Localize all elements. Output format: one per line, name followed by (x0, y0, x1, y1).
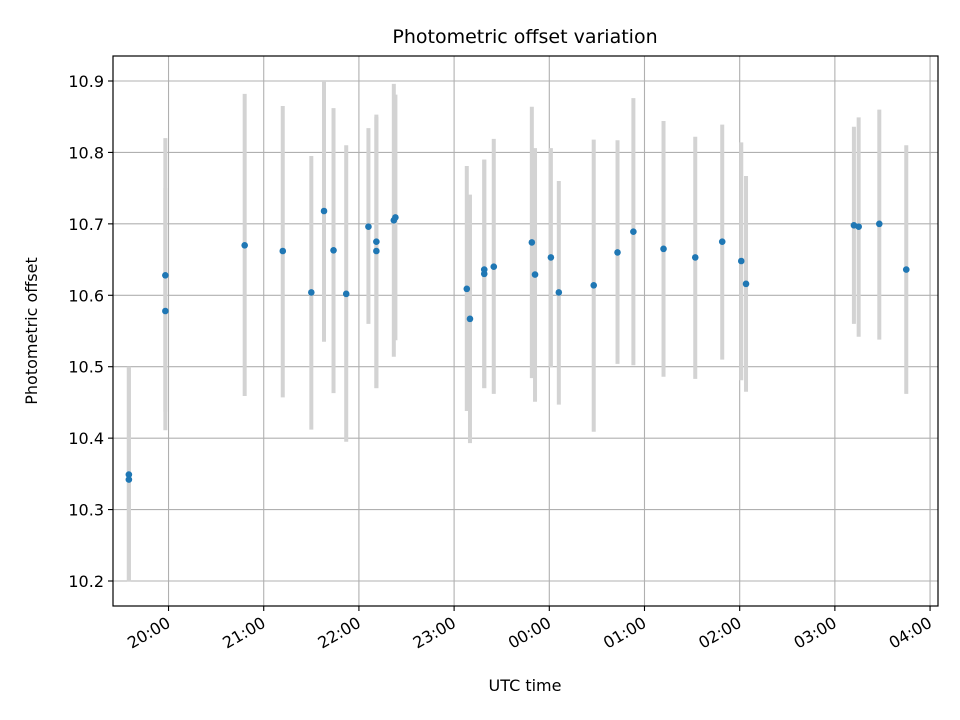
data-point (630, 228, 637, 236)
data-point (490, 263, 498, 271)
y-tick-label: 10.5 (68, 358, 104, 377)
data-point (392, 214, 399, 221)
data-point (902, 266, 910, 273)
data-point (365, 223, 372, 231)
data-points (125, 207, 910, 483)
data-point (241, 241, 248, 249)
data-point (162, 307, 169, 315)
data-point (660, 245, 667, 253)
data-point (320, 207, 328, 215)
plot-area-frame (112, 55, 939, 607)
data-point (342, 290, 350, 298)
data-point (737, 257, 745, 265)
data-point (330, 246, 337, 254)
data-point (279, 247, 287, 255)
grid (113, 56, 938, 606)
data-point (590, 281, 598, 289)
data-point (308, 289, 315, 296)
y-axis: 10.2 10.3 10.4 10.5 10.6 10.7 10.8 10.9 (68, 72, 113, 591)
y-tick-label: 10.9 (68, 72, 104, 91)
data-point (528, 239, 536, 246)
data-point (614, 249, 621, 256)
data-point (855, 223, 862, 231)
data-point (373, 247, 380, 255)
data-point (718, 238, 726, 246)
data-point (555, 289, 563, 296)
y-tick-label: 10.2 (68, 572, 104, 591)
y-tick-label: 10.3 (68, 501, 104, 520)
data-point (531, 271, 539, 278)
y-tick-label: 10.6 (68, 286, 104, 305)
data-point (125, 476, 133, 483)
chart-title: Photometric offset variation (392, 26, 657, 48)
data-point (480, 270, 488, 278)
data-point (162, 271, 169, 279)
data-point (691, 254, 699, 261)
y-tick-label: 10.4 (68, 429, 104, 448)
y-axis-label: Photometric offset (22, 257, 41, 405)
data-point (547, 254, 555, 261)
y-tick-label: 10.7 (68, 215, 104, 234)
data-point (373, 238, 380, 246)
y-tick-label: 10.8 (68, 143, 104, 162)
data-point (875, 220, 883, 228)
data-point (466, 315, 474, 323)
data-point (742, 280, 750, 288)
data-point (125, 471, 133, 478)
data-point (463, 285, 471, 293)
x-axis-label: UTC time (489, 676, 562, 695)
